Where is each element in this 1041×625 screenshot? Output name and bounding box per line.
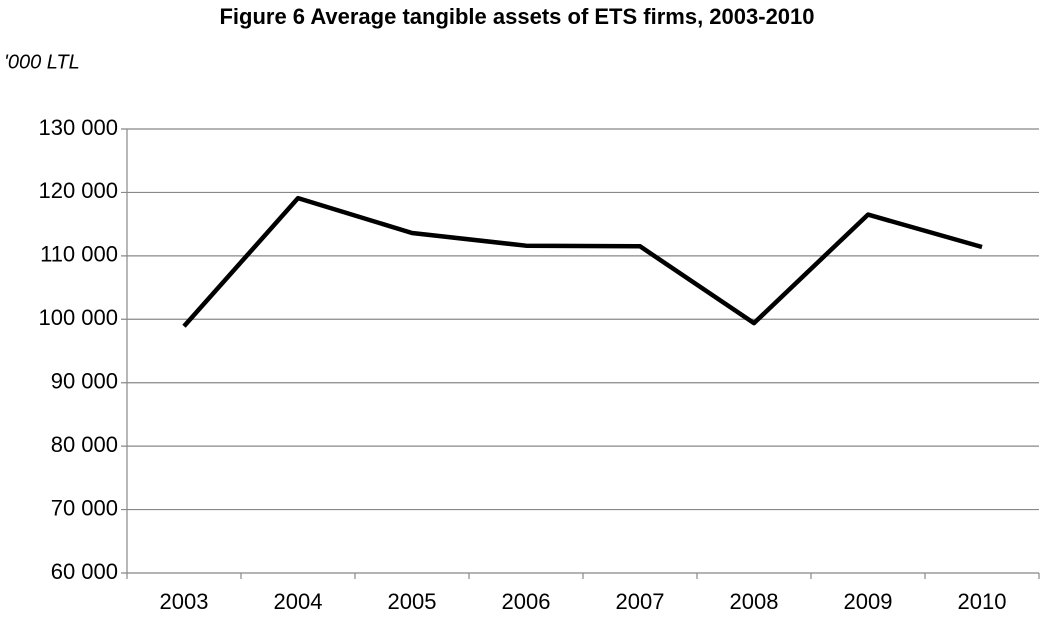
y-tick-label: 60 000: [51, 559, 118, 584]
y-tick-label: 100 000: [38, 305, 118, 330]
x-tick-label: 2009: [844, 589, 893, 614]
x-tick-label: 2010: [958, 589, 1007, 614]
y-axis-label: '000 LTL: [4, 51, 80, 73]
x-tick-label: 2008: [730, 589, 779, 614]
x-tick-label: 2004: [274, 589, 323, 614]
data-line: [182, 195, 983, 328]
y-tick-label: 120 000: [38, 178, 118, 203]
y-tick-label: 70 000: [51, 495, 118, 520]
y-tick-label: 80 000: [51, 432, 118, 457]
chart-title: Figure 6 Average tangible assets of ETS …: [219, 4, 814, 29]
x-tick-label: 2005: [388, 589, 437, 614]
y-tick-label: 130 000: [38, 115, 118, 140]
x-tick-label: 2003: [160, 589, 209, 614]
y-tick-label: 90 000: [51, 369, 118, 394]
x-tick-label: 2006: [502, 589, 551, 614]
y-tick-label: 110 000: [40, 242, 118, 267]
x-tick-label: 2007: [616, 589, 665, 614]
